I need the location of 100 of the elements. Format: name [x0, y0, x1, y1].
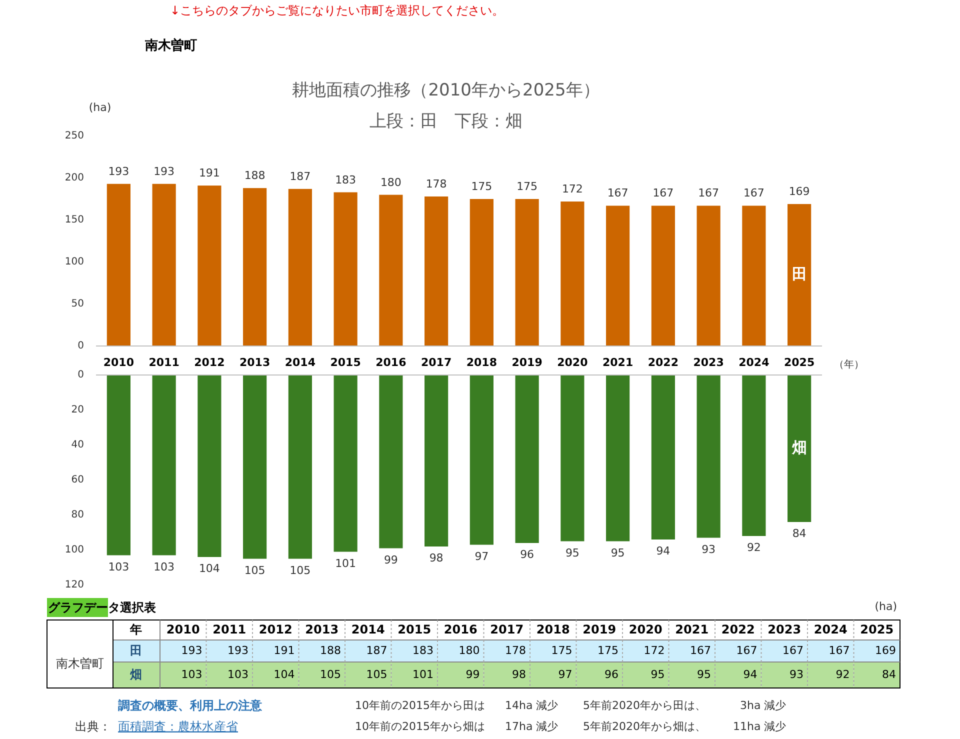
x-tick-label: 2024 [814, 622, 848, 636]
data-label: 103 [181, 668, 202, 682]
data-label: 96 [604, 668, 618, 682]
data-label: 84 [882, 668, 896, 682]
y-tick-label: 200 [64, 172, 84, 184]
y-tick-label: 100 [64, 544, 84, 556]
data-label: 95 [650, 668, 665, 682]
data-label: 101 [335, 556, 356, 570]
bar [288, 188, 312, 346]
bar [106, 375, 130, 556]
text: (ha) [874, 600, 897, 614]
x-tick-label: 2016 [444, 622, 478, 636]
series-label: 田 [792, 265, 807, 284]
bar [742, 375, 766, 536]
text: 5年前2020年から田は、 [583, 699, 706, 712]
data-label: 103 [228, 668, 248, 682]
data-label: 93 [702, 542, 716, 556]
data-label: 183 [335, 173, 356, 186]
bar [788, 375, 812, 522]
y-tick-label: 80 [71, 510, 84, 521]
data-label: 175 [471, 180, 492, 194]
x-tick-label: 2023 [693, 356, 724, 370]
data-label: 92 [836, 668, 850, 682]
x-axis-title: （年） [834, 358, 864, 371]
bar [696, 206, 720, 346]
y-tick-label: 50 [71, 298, 84, 310]
x-tick-label: 2013 [240, 356, 270, 370]
x-tick-label: 2013 [305, 622, 339, 636]
bar [152, 184, 176, 346]
data-label: 169 [875, 644, 896, 658]
x-tick-label: 2011 [148, 356, 180, 370]
bar [198, 375, 222, 557]
bar [334, 375, 358, 552]
x-tick-label: 2014 [284, 356, 316, 370]
data-label: 169 [788, 185, 810, 198]
x-tick-label: 2019 [582, 622, 616, 636]
bar [742, 206, 766, 346]
data-label: 105 [320, 668, 341, 682]
text: 年 [129, 622, 142, 636]
bar [696, 375, 720, 538]
bar [788, 204, 812, 346]
data-label: 97 [474, 550, 489, 563]
data-label: 94 [656, 544, 670, 558]
x-tick-label: 2018 [466, 356, 497, 370]
x-tick-label: 2011 [212, 622, 246, 636]
x-tick-label: 2015 [330, 356, 361, 370]
data-label: 96 [520, 548, 534, 562]
data-label: 178 [505, 644, 526, 658]
data-label: 167 [736, 644, 758, 658]
text: 南木曽町 [144, 38, 197, 54]
text: グラフデータ選択表 [48, 600, 157, 614]
bar [243, 188, 267, 346]
data-label: 93 [790, 668, 804, 682]
data-label: 99 [384, 553, 398, 566]
x-tick-label: 2021 [675, 622, 709, 636]
data-label: 105 [290, 564, 311, 577]
bar [379, 375, 403, 548]
y-tick-label: 100 [64, 256, 84, 268]
data-label: 180 [458, 644, 480, 658]
x-tick-label: 2017 [421, 356, 452, 370]
data-label: 105 [366, 668, 388, 682]
data-label: 95 [697, 668, 711, 682]
x-tick-label: 2022 [648, 356, 678, 370]
y-tick-label: 0 [78, 340, 84, 352]
x-tick-label: 2024 [738, 356, 770, 370]
y-tick-label: 60 [71, 474, 84, 486]
data-label: 187 [366, 644, 388, 658]
x-tick-label: 2025 [784, 356, 815, 370]
bar [424, 375, 448, 546]
data-label: 188 [244, 169, 266, 182]
text: 3ha 減少 [740, 699, 786, 712]
text: 10年前の2015年から畑は [355, 720, 485, 734]
data-label: 175 [551, 644, 572, 658]
data-label: 167 [782, 644, 804, 658]
bar [470, 199, 494, 346]
bar [288, 375, 312, 559]
y-axis-title: (ha) [88, 101, 112, 114]
data-label: 98 [429, 552, 444, 565]
bar [606, 206, 630, 346]
data-label: 105 [244, 564, 266, 577]
data-label: 172 [562, 182, 583, 196]
text: 5年前2020年から畑は、 [583, 720, 706, 734]
data-label: 101 [412, 668, 434, 682]
data-label: 99 [466, 668, 480, 682]
data-label: 94 [743, 668, 758, 682]
chart-title: 耕地面積の推移（2010年から2025年） [292, 80, 600, 101]
text: 調査の概要、利用上の注意 [117, 698, 263, 712]
data-label: 183 [412, 644, 434, 658]
data-label: 187 [290, 170, 311, 183]
data-label: 84 [792, 527, 806, 540]
x-tick-label: 2017 [490, 622, 524, 636]
data-label: 95 [610, 546, 625, 560]
x-tick-label: 2025 [860, 622, 894, 636]
x-tick-label: 2010 [166, 622, 200, 636]
text: 面積調査：農林水産省 [118, 719, 238, 734]
text: 南木曽町 [56, 656, 104, 670]
data-label: 92 [746, 541, 761, 554]
bar [152, 375, 176, 556]
bar [606, 375, 630, 542]
y-tick-label: 40 [71, 440, 84, 451]
